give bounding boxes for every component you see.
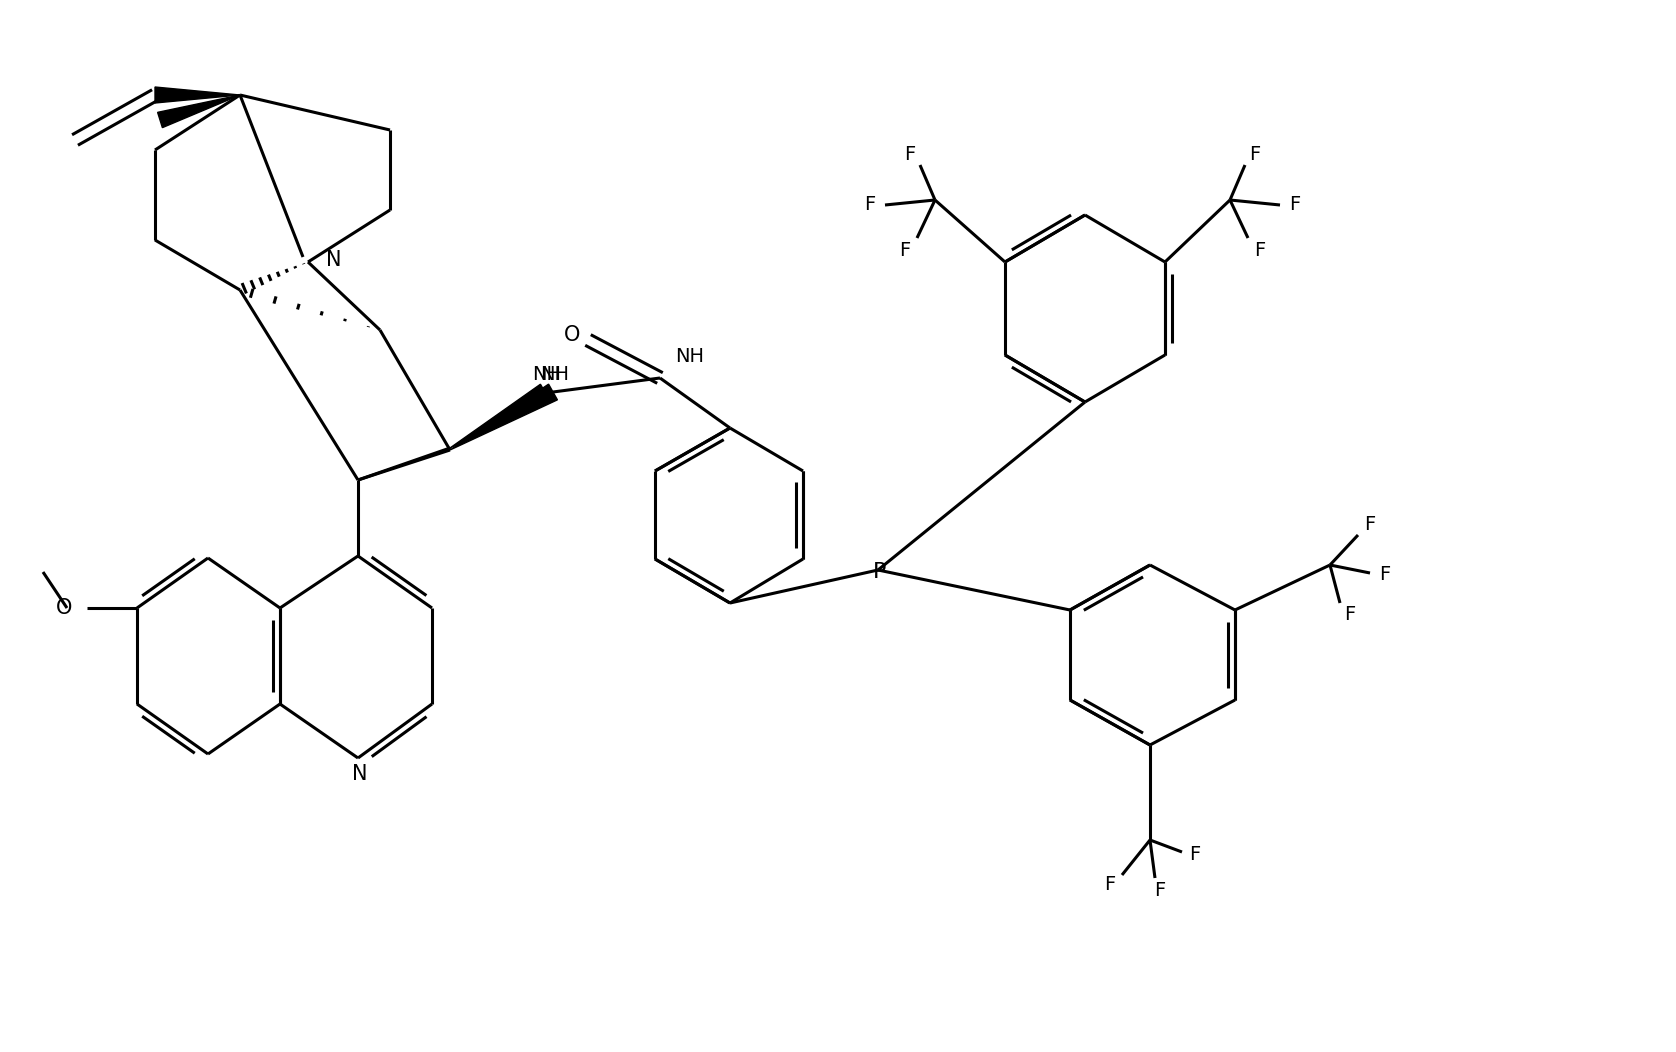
Text: F: F	[1190, 846, 1200, 865]
Text: F: F	[1254, 241, 1265, 260]
Text: F: F	[1379, 566, 1391, 585]
Text: NH: NH	[675, 346, 704, 365]
Text: F: F	[1104, 875, 1116, 894]
Text: NH: NH	[540, 364, 570, 384]
Text: N: N	[327, 250, 342, 270]
Text: P: P	[873, 562, 887, 582]
Text: O: O	[563, 325, 580, 345]
Text: F: F	[865, 196, 875, 215]
Text: F: F	[1155, 881, 1165, 899]
Text: F: F	[900, 241, 910, 260]
Text: O: O	[55, 598, 72, 618]
Text: F: F	[1364, 515, 1376, 534]
Text: F: F	[905, 145, 915, 164]
Text: F: F	[1249, 145, 1260, 164]
Polygon shape	[449, 384, 550, 448]
Polygon shape	[154, 87, 240, 103]
Polygon shape	[158, 95, 240, 127]
Text: N: N	[352, 764, 367, 784]
Text: F: F	[1289, 196, 1301, 215]
Polygon shape	[449, 384, 558, 450]
Text: NH: NH	[533, 364, 561, 384]
Text: F: F	[1344, 606, 1356, 625]
